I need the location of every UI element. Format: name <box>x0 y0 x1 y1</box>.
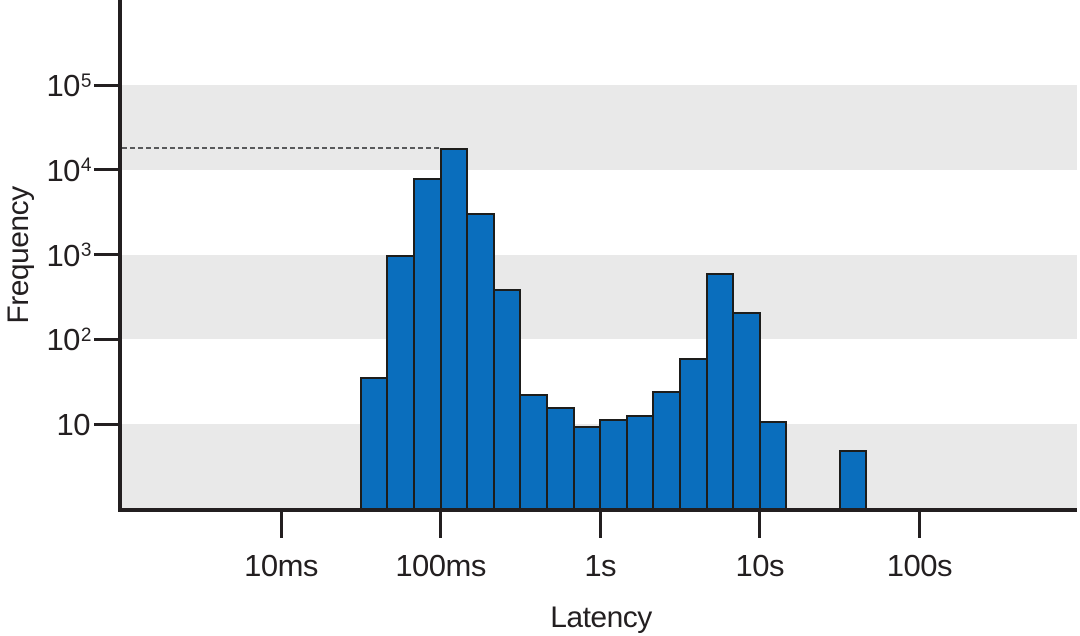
histogram-bar <box>679 358 708 510</box>
histogram-bar <box>439 148 469 510</box>
x-axis-title: Latency <box>550 601 652 634</box>
y-tick-mark <box>94 253 122 257</box>
y-tick-label: 102 <box>46 322 92 358</box>
y-tick-label: 103 <box>46 237 92 273</box>
x-tick-mark <box>598 512 602 538</box>
histogram-bar <box>652 390 681 510</box>
y-tick-mark <box>94 168 122 172</box>
histogram-bar <box>599 419 628 510</box>
shaded-band <box>122 254 1077 340</box>
histogram-bar <box>386 254 415 510</box>
histogram-bar <box>413 178 442 510</box>
x-tick-mark <box>439 512 443 538</box>
y-tick-mark <box>94 83 122 87</box>
histogram-bar <box>492 289 522 510</box>
histogram-bar <box>732 312 761 510</box>
x-tick-mark <box>758 512 762 538</box>
reference-dashed-line <box>122 147 441 150</box>
histogram-bar <box>519 393 548 510</box>
y-tick-exponent: 2 <box>80 325 92 347</box>
histogram-bar <box>838 449 868 510</box>
x-tick-label: 100ms <box>395 548 486 583</box>
histogram-bar <box>466 212 495 510</box>
y-tick-exponent: 5 <box>80 70 92 92</box>
shaded-band <box>122 85 1077 170</box>
x-tick-mark <box>279 512 283 538</box>
x-tick-label: 10ms <box>244 548 318 583</box>
y-axis-title: Frequency <box>2 186 35 324</box>
histogram-bar <box>359 377 389 510</box>
histogram-bar <box>758 420 788 510</box>
y-tick-mark <box>94 422 122 426</box>
x-tick-label: 1s <box>584 548 617 583</box>
y-tick-exponent: 3 <box>80 240 92 262</box>
y-tick-exponent: 4 <box>80 155 92 177</box>
y-tick-mark <box>94 337 122 341</box>
histogram-bar <box>546 406 575 510</box>
x-tick-label: 100s <box>886 548 953 583</box>
histogram-bar <box>625 414 655 510</box>
histogram-bar <box>572 426 602 510</box>
x-tick-mark <box>917 512 921 538</box>
x-tick-label: 10s <box>735 548 785 583</box>
x-axis-spine <box>118 508 1077 512</box>
y-tick-label: 104 <box>46 152 92 188</box>
histogram-bar <box>705 273 735 510</box>
y-tick-label: 105 <box>46 68 92 103</box>
y-tick-label: 10 <box>56 407 91 443</box>
